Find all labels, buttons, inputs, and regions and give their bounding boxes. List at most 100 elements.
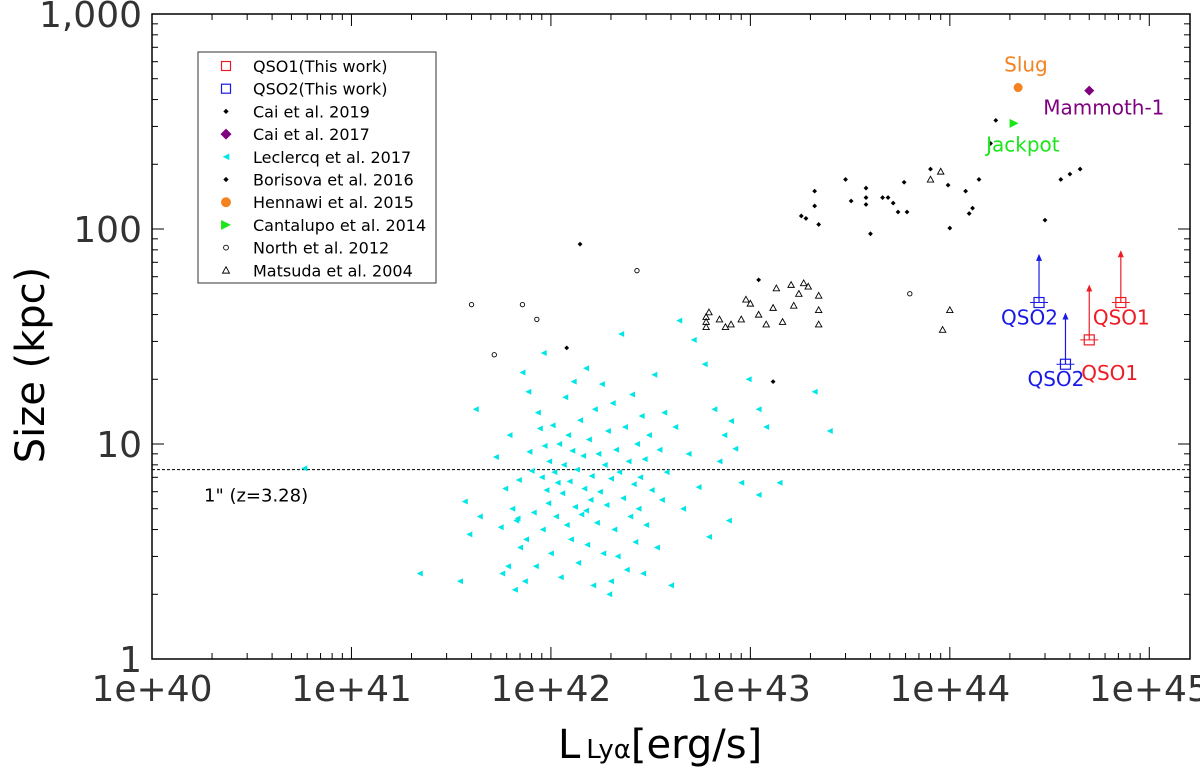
marker-triangle-left	[563, 522, 570, 529]
marker-diamond	[963, 188, 969, 194]
marker-triangle-open	[794, 289, 803, 297]
marker-triangle-left	[492, 454, 499, 461]
marker-triangle-left	[514, 515, 521, 522]
point-label: QSO2	[1001, 306, 1058, 330]
marker-triangle-left	[630, 481, 637, 488]
marker-square	[220, 83, 232, 94]
marker-diamond	[1077, 166, 1083, 172]
marker-triangle-open	[741, 295, 750, 303]
marker-triangle-left	[528, 467, 535, 474]
marker-triangle-left	[625, 458, 632, 465]
point-label: Slug	[1004, 53, 1048, 77]
marker-triangle-left	[725, 517, 732, 524]
marker-triangle-left	[745, 376, 752, 383]
x-tick-label: 1e+43	[690, 669, 811, 710]
marker-triangle-left	[499, 570, 506, 577]
marker-triangle-left	[601, 461, 608, 468]
marker-triangle-left	[776, 479, 783, 486]
point-label: QSO1	[1093, 306, 1150, 330]
marker-diamond	[770, 379, 776, 385]
marker-triangle-left	[575, 559, 582, 566]
marker-triangle-left	[588, 472, 595, 479]
marker-triangle-left	[661, 409, 668, 416]
marker-triangle-left	[641, 456, 648, 463]
marker-triangle-open	[704, 308, 713, 316]
marker-triangle-left	[591, 406, 598, 413]
marker-triangle-left	[711, 406, 718, 413]
marker-triangle-left	[695, 484, 702, 491]
marker-triangle-left	[577, 417, 584, 424]
marker-diamond	[976, 177, 982, 182]
marker-triangle-left	[676, 317, 683, 324]
marker-triangle-left	[569, 447, 576, 454]
marker-triangle-open	[702, 317, 711, 325]
marker-triangle-left	[522, 536, 529, 543]
marker-square	[1083, 334, 1095, 346]
marker-triangle-left	[600, 550, 607, 557]
marker-diamond	[904, 209, 910, 215]
marker-triangle-left	[540, 350, 547, 357]
marker-triangle-open	[814, 291, 823, 299]
legend-entry: Cai et al. 2019	[253, 102, 370, 121]
marker-triangle-left	[596, 488, 603, 495]
marker-triangle-left	[598, 381, 605, 388]
marker-triangle-left	[648, 487, 655, 494]
marker-triangle-left	[543, 487, 550, 494]
marker-diamond	[993, 117, 999, 123]
marker-diamond	[868, 231, 873, 237]
marker-triangle-left	[506, 432, 513, 439]
marker-triangle-left	[738, 479, 745, 486]
marker-diamond	[803, 216, 809, 221]
marker-triangle-left	[557, 574, 564, 581]
x-tick-label: 1e+44	[889, 669, 1010, 710]
marker-diamond	[863, 202, 869, 207]
marker-triangle-left	[632, 539, 639, 546]
marker-triangle-left	[566, 478, 573, 485]
marker-diamond	[843, 177, 848, 182]
marker-diamond	[928, 166, 933, 172]
marker-triangle-left	[620, 495, 627, 502]
marker-triangle-left	[456, 578, 463, 585]
marker-triangle-left	[640, 570, 647, 577]
marker-triangle-left	[521, 578, 528, 585]
marker-triangle-left	[554, 479, 561, 486]
reference-line-group: 1" (z=3.28)	[152, 469, 1190, 507]
marker-triangle-left	[621, 423, 628, 430]
x-tick-label: 1e+41	[291, 669, 412, 710]
marker-diamond	[577, 241, 583, 247]
marker-triangle-open	[814, 305, 823, 314]
marker-diamond	[1067, 171, 1073, 177]
marker-triangle-left	[547, 550, 554, 557]
marker-diamond	[1058, 177, 1064, 182]
marker-triangle-open	[814, 320, 823, 328]
marker-diamond	[863, 195, 869, 200]
marker-triangle-left	[301, 465, 308, 472]
marker-triangle-open	[769, 303, 778, 311]
marker-triangle-left	[546, 458, 553, 465]
marker-triangle-open	[938, 325, 947, 333]
marker-triangle-left	[530, 509, 537, 516]
y-tick-label: 1,000	[39, 0, 142, 36]
marker-triangle-left	[590, 582, 597, 589]
marker-triangle-left	[732, 445, 739, 452]
marker-triangle-left	[583, 365, 590, 372]
marker-triangle-left	[607, 475, 614, 482]
marker-triangle-left	[578, 511, 585, 518]
marker-triangle-left	[755, 491, 762, 498]
marker-diamond	[812, 203, 818, 209]
marker-circle-open	[491, 352, 497, 358]
x-axis-label-sub: Lyα	[586, 735, 631, 765]
marker-circle-open	[223, 244, 229, 251]
marker-triangle-left	[519, 369, 526, 376]
marker-diamond	[564, 345, 570, 351]
marker-circle-open	[907, 291, 913, 297]
legend-entry: Cai et al. 2017	[253, 125, 370, 144]
marker-triangle-left	[556, 441, 563, 447]
marker-triangle-left	[680, 505, 687, 512]
point-label: Jackpot	[984, 132, 1060, 156]
marker-triangle-left	[690, 336, 697, 343]
marker-triangle-left	[607, 578, 614, 585]
marker-triangle-left	[656, 446, 663, 453]
marker-triangle-open	[804, 282, 813, 290]
marker-triangle-open	[702, 322, 711, 331]
